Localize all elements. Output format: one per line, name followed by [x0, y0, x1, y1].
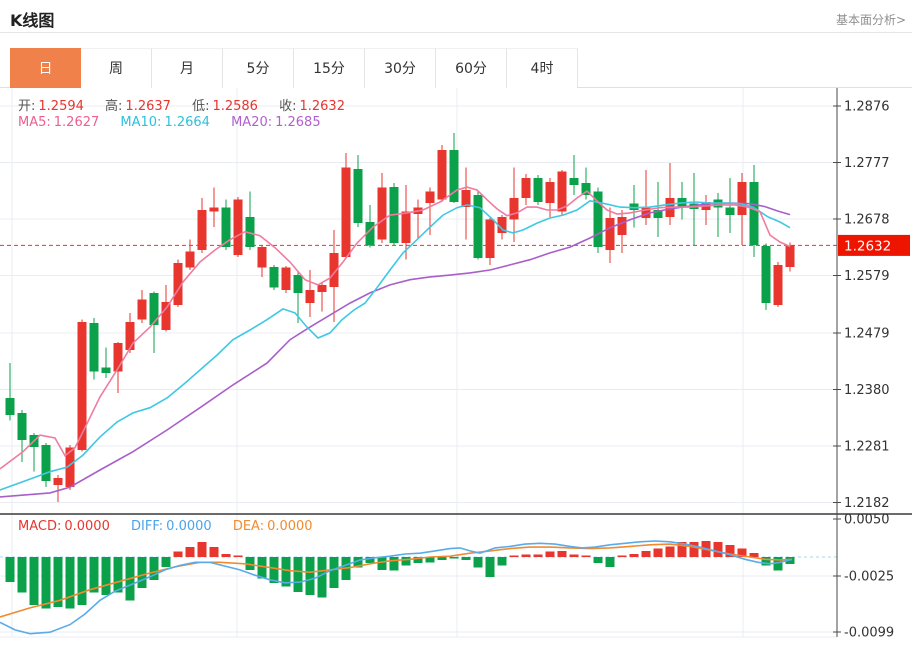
svg-text:1.2182: 1.2182: [844, 496, 890, 511]
ma-legend: MA5: 1.2627 MA10: 1.2664 MA20: 1.2685: [18, 115, 324, 130]
header-divider: [0, 32, 912, 33]
svg-text:1.2678: 1.2678: [844, 213, 890, 228]
ma10-label: MA10:: [120, 115, 162, 130]
ma5-value: 1.2627: [53, 115, 100, 130]
ma10-line: [0, 200, 791, 491]
tab-week[interactable]: 周: [81, 48, 152, 88]
macd-legend: MACD: 0.0000 DIFF: 0.0000 DEA: 0.0000: [18, 519, 316, 534]
diff-value: 0.0000: [166, 519, 212, 534]
dea-value: 0.0000: [267, 519, 313, 534]
low-value: 1.2586: [212, 99, 258, 114]
gridlines: [0, 88, 837, 638]
high-value: 1.2637: [125, 99, 171, 114]
tab-month[interactable]: 月: [152, 48, 223, 88]
timeframe-tabbar: 日 周 月 5分 15分 30分 60分 4时: [0, 48, 912, 88]
open-value: 1.2594: [38, 99, 84, 114]
macd-value: 0.0000: [64, 519, 110, 534]
ohlc-legend: 开: 1.2594 高: 1.2637 低: 1.2586 收: 1.2632: [18, 95, 348, 114]
ma5-line: [0, 186, 791, 470]
ma20-line: [0, 202, 791, 498]
diff-label: DIFF:: [131, 519, 164, 534]
candles-layer: [5, 132, 795, 502]
ma10-value: 1.2664: [164, 115, 210, 130]
svg-text:1.2632: 1.2632: [844, 238, 891, 254]
svg-text:-0.0025: -0.0025: [844, 570, 894, 585]
svg-text:1.2380: 1.2380: [844, 383, 890, 398]
svg-text:1.2579: 1.2579: [844, 269, 890, 284]
svg-text:1.2479: 1.2479: [844, 326, 890, 341]
fundamental-analysis-link[interactable]: 基本面分析>: [835, 13, 906, 27]
macd-label: MACD:: [18, 519, 62, 534]
tab-day[interactable]: 日: [10, 48, 81, 88]
price-axis: 1.2876 1.2777 1.2678 1.2579 1.2479 1.2380 1.22…: [833, 88, 894, 641]
svg-text:1.2876: 1.2876: [844, 100, 890, 115]
open-label: 开:: [18, 99, 36, 114]
low-label: 低:: [192, 99, 210, 114]
tab-30min[interactable]: 30分: [365, 48, 436, 88]
tab-4hour[interactable]: 4时: [507, 48, 578, 88]
diff-line: [0, 540, 793, 635]
tab-5min[interactable]: 5分: [223, 48, 294, 88]
ma20-label: MA20:: [231, 115, 273, 130]
dea-label: DEA:: [232, 519, 265, 534]
ma5-label: MA5:: [18, 115, 51, 130]
svg-text:1.2777: 1.2777: [844, 156, 890, 171]
svg-text:1.2281: 1.2281: [844, 440, 890, 455]
svg-text:0.0050: 0.0050: [844, 513, 890, 528]
topbar: K线图 基本面分析>: [0, 0, 912, 32]
tab-15min[interactable]: 15分: [294, 48, 365, 88]
close-label: 收:: [279, 99, 297, 114]
svg-text:-0.0099: -0.0099: [844, 626, 894, 641]
current-price-badge: 1.2632: [838, 234, 910, 256]
page-title: K线图: [10, 11, 55, 30]
high-label: 高:: [105, 99, 123, 114]
macd-histogram: [5, 541, 795, 609]
close-value: 1.2632: [299, 99, 345, 114]
tab-60min[interactable]: 60分: [436, 48, 507, 88]
ma20-value: 1.2685: [275, 115, 321, 130]
